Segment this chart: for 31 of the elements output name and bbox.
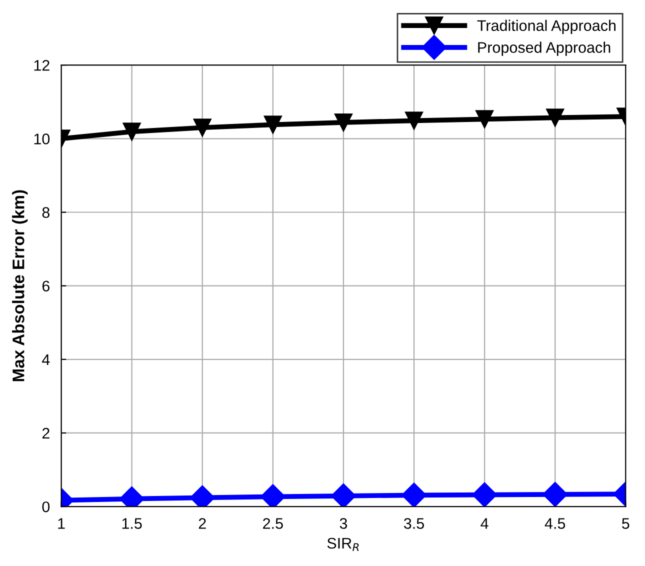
y-tick-label: 0 <box>42 501 50 512</box>
point <box>334 113 352 132</box>
x-tick-label: 2.5 <box>263 518 283 529</box>
point <box>122 122 141 141</box>
x-axis-title: SIR$_{R}$ <box>327 538 359 552</box>
x-tick-label: 3 <box>340 518 348 529</box>
x-tick-label: 1 <box>58 518 65 529</box>
x-tick-label: 4 <box>480 518 488 529</box>
point <box>193 118 212 137</box>
point <box>402 482 426 507</box>
legend-label: Proposed Approach <box>478 42 610 56</box>
y-tick-label: 2 <box>42 428 50 439</box>
y-tick-label: 4 <box>42 354 50 365</box>
point <box>476 110 494 128</box>
x-tick-label: 4.5 <box>544 518 566 529</box>
y-tick-label: 10 <box>34 134 50 144</box>
y-tick-label: 12 <box>34 60 50 71</box>
x-tick-label: 1.5 <box>122 518 142 529</box>
point <box>264 116 282 134</box>
y-axis-title: Max Absolute Error (km) <box>12 190 28 382</box>
point <box>330 483 356 507</box>
y-tick-label: 6 <box>42 280 50 292</box>
x-tick-label: 5 <box>622 518 630 529</box>
legend-label: Traditional Approach <box>477 20 616 34</box>
point <box>404 112 424 130</box>
y-tick-label: 8 <box>42 207 50 218</box>
x-tick-label: 2 <box>198 518 206 529</box>
point <box>260 484 286 507</box>
point <box>542 482 568 507</box>
point <box>546 108 564 127</box>
x-tick-label: 3.5 <box>404 518 424 529</box>
